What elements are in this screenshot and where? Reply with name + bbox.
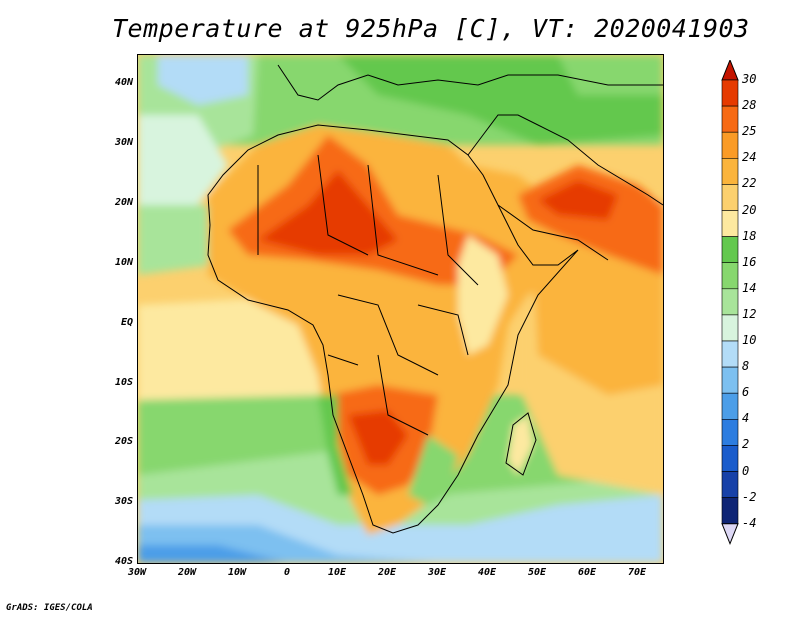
y-tick-label: EQ (120, 317, 133, 328)
colorbar-label: -2 (742, 489, 757, 504)
colorbar-cell (721, 210, 739, 237)
colorbar-label: 8 (742, 359, 750, 374)
colorbar-cell (721, 314, 739, 342)
temperature-field (138, 55, 663, 563)
colorbar-cell (721, 418, 739, 446)
colorbar-cell (721, 105, 739, 133)
colorbar-under-arrow (721, 523, 739, 546)
colorbar-label: 4 (742, 411, 750, 426)
colorbar-label: 25 (742, 124, 757, 139)
y-tick-label: 30S (114, 496, 133, 507)
temperature-map (137, 54, 664, 564)
x-tick-label: 60E (577, 567, 597, 578)
colorbar-cell (721, 497, 739, 525)
colorbar-label: 2 (742, 437, 750, 452)
colorbar-cell (721, 288, 739, 316)
x-tick-label: 40E (477, 567, 497, 578)
colorbar-cell (721, 131, 739, 159)
map-title: Temperature at 925hPa [C], VT: 202004190… (112, 14, 750, 43)
colorbar-cell (721, 236, 739, 264)
colorbar-label: 14 (742, 280, 757, 295)
colorbar-label: -4 (742, 515, 757, 530)
colorbar-cell (721, 184, 739, 211)
y-tick-label: 10N (114, 257, 133, 268)
colorbar-cell (721, 445, 739, 472)
x-tick-label: 10E (327, 567, 347, 578)
x-tick-label: 30E (427, 567, 447, 578)
colorbar (721, 60, 739, 546)
x-tick-label: 20E (377, 567, 397, 578)
colorbar-cell (721, 79, 739, 107)
colorbar-label: 6 (742, 385, 750, 400)
colorbar-label: 20 (742, 202, 757, 217)
x-tick-label: 30W (127, 567, 147, 578)
colorbar-cell (721, 366, 739, 394)
x-tick-label: 10W (227, 567, 247, 578)
colorbar-over-arrow (721, 60, 739, 81)
y-tick-label: 20N (114, 197, 133, 208)
colorbar-label: 16 (742, 254, 757, 269)
colorbar-cell (721, 340, 739, 368)
colorbar-label: 18 (742, 228, 757, 243)
y-tick-label: 40N (114, 77, 133, 88)
colorbar-label: 12 (742, 306, 757, 321)
colorbar-label: 10 (742, 333, 757, 347)
colorbar-cell (721, 471, 739, 498)
colorbar-cell (721, 392, 739, 420)
colorbar-label: 30 (742, 72, 757, 86)
x-tick-label: 0 (283, 567, 291, 578)
y-tick-label: 30N (114, 137, 133, 148)
colorbar-cell (721, 158, 739, 185)
x-tick-label: 50E (527, 567, 547, 578)
colorbar-label: 0 (742, 463, 750, 478)
y-tick-label: 10S (114, 377, 133, 388)
y-tick-label: 20S (114, 436, 133, 447)
footer-credit: GrADS: IGES/COLA (6, 603, 93, 613)
y-tick-label: 40S (114, 556, 133, 567)
colorbar-label: 22 (742, 176, 757, 191)
colorbar-label: 28 (742, 98, 757, 113)
colorbar-cell (721, 262, 739, 290)
x-tick-label: 70E (627, 567, 647, 578)
x-tick-label: 20W (177, 567, 197, 578)
colorbar-label: 24 (742, 150, 757, 165)
